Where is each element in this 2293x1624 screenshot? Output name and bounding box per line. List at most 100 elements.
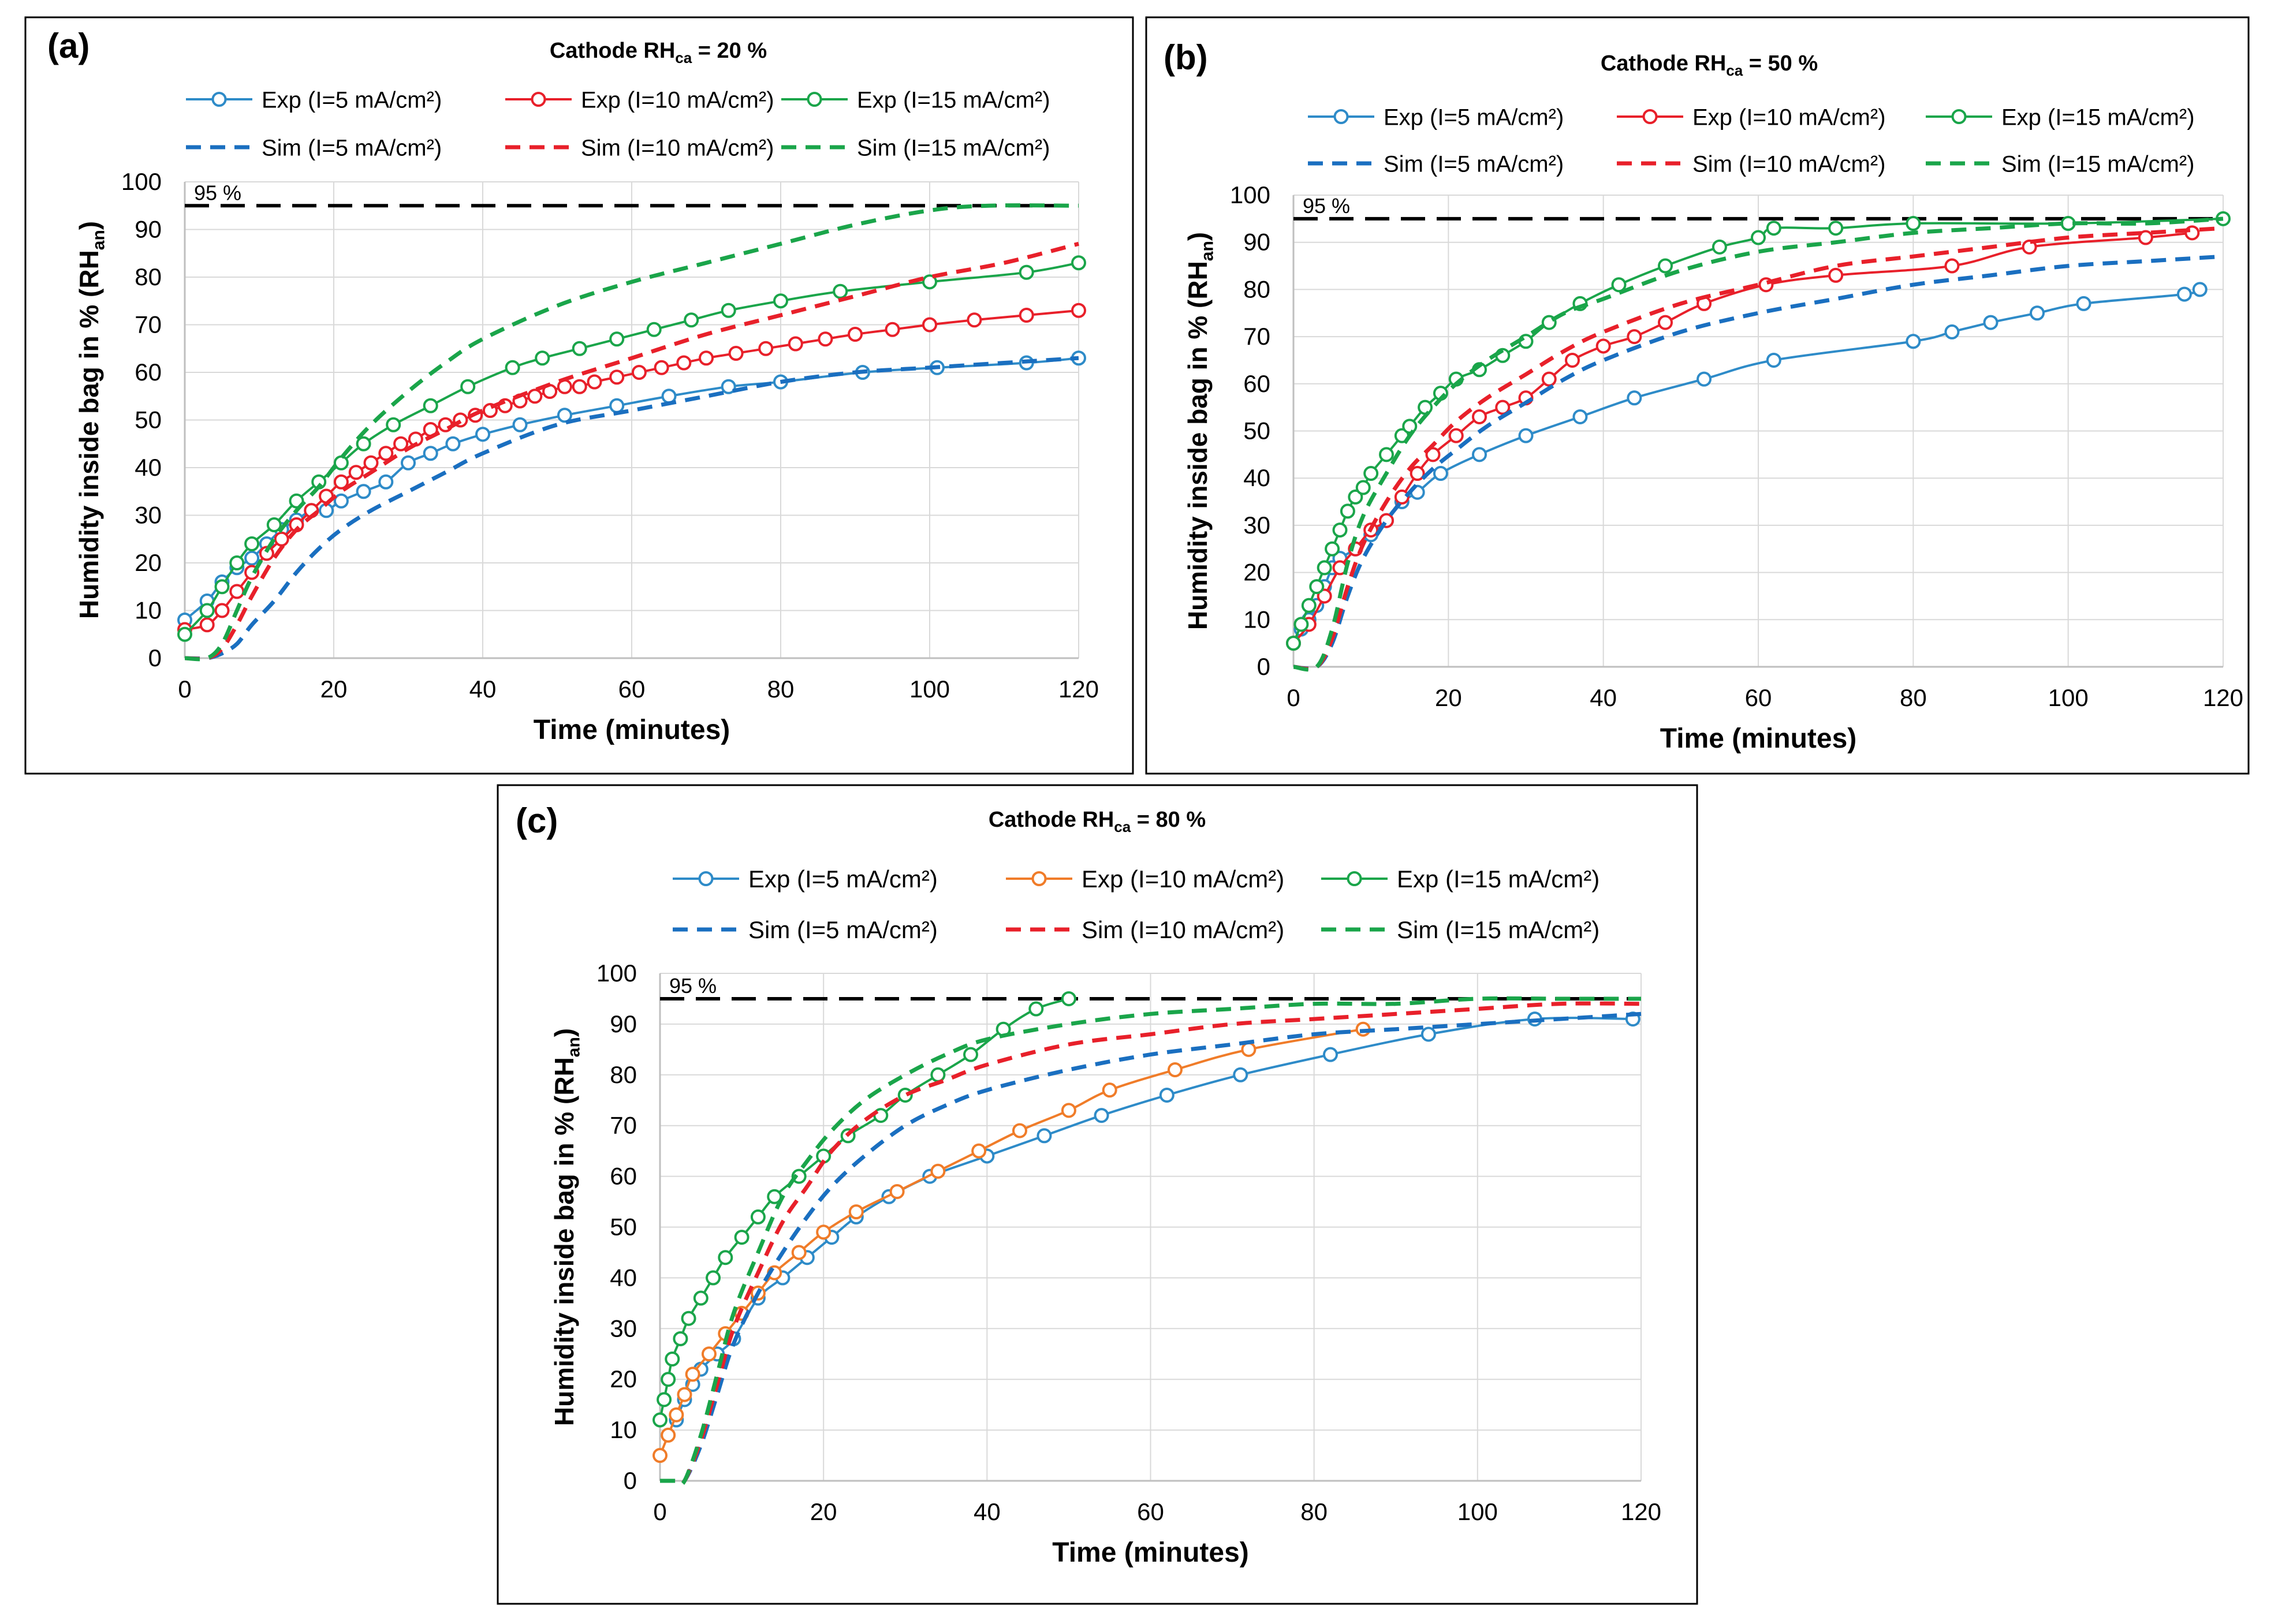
x-tick-label: 120 [2203, 684, 2243, 711]
x-axis-label: Time (minutes) [534, 715, 730, 745]
y-tick-label: 0 [1257, 653, 1270, 680]
data-point [229, 555, 245, 570]
chart-title-subscript: ca [1726, 62, 1743, 79]
data-point [967, 312, 982, 328]
y-tick-label: 60 [610, 1163, 637, 1190]
data-point [661, 1372, 676, 1387]
data-point [475, 427, 490, 442]
y-axis-label-part: Humidity inside bag in % (RH [74, 250, 104, 619]
data-point [199, 617, 215, 633]
data-point [791, 1168, 807, 1184]
y-tick-label: 80 [1243, 275, 1270, 303]
data-point [527, 389, 543, 404]
data-point [1766, 352, 1781, 368]
legend: Exp (I=5 mA/cm²) Exp (I=10 mA/cm²) Exp (I=… [186, 87, 1050, 160]
data-point [1697, 371, 1712, 387]
data-point [1906, 334, 1921, 349]
data-point [1418, 400, 1433, 415]
series-exp-3 [177, 255, 1086, 642]
y-axis-label-part: Humidity inside bag in % (RH [1183, 261, 1213, 630]
chart-panel-2: (b) Cathode RHca = 50 % 0 20 40 60 80 100 120 0 10… [1145, 16, 2250, 775]
x-tick-label: 60 [618, 675, 646, 703]
data-point [2138, 230, 2153, 245]
y-tick-label: 70 [1243, 323, 1270, 350]
series-exp-3 [1286, 211, 2231, 651]
data-point [1355, 480, 1371, 495]
data-point [673, 1331, 688, 1346]
data-point [445, 436, 461, 451]
series-line [659, 996, 1641, 1487]
legend-label: Exp (I=15 mA/cm²) [1397, 865, 1599, 893]
data-point [423, 446, 438, 461]
data-point [1019, 308, 1034, 323]
legend-swatch-marker [1951, 109, 1967, 124]
chart-title-part: = 80 % [1131, 808, 1206, 832]
series-sim-2 [1293, 226, 2224, 671]
y-tick-label: 90 [1243, 229, 1270, 256]
y-tick-label: 30 [135, 502, 162, 529]
data-point [1712, 239, 1727, 255]
data-point [609, 331, 625, 347]
legend-swatch-marker [1347, 871, 1362, 886]
y-tick-label: 30 [610, 1315, 637, 1342]
y-tick-label: 50 [610, 1214, 637, 1241]
legend-item: Sim (I=10 mA/cm²) [1617, 151, 1885, 177]
series-line [184, 241, 1079, 661]
data-point [646, 322, 662, 337]
y-tick-label: 20 [1243, 559, 1270, 586]
legend-item: Sim (I=10 mA/cm²) [505, 135, 774, 160]
data-point [1828, 221, 1844, 236]
x-axis-label: Time (minutes) [1052, 1537, 1249, 1568]
data-point [378, 474, 394, 490]
panel-frame [1145, 16, 2250, 775]
legend-item: Sim (I=15 mA/cm²) [781, 135, 1050, 160]
series-line [1292, 217, 2224, 644]
data-point [1394, 489, 1410, 505]
data-point [701, 1346, 717, 1362]
data-point [363, 455, 379, 471]
data-point [1595, 338, 1611, 354]
series-sim-1 [184, 356, 1079, 661]
data-point [1433, 466, 1448, 481]
legend-item: Exp (I=5 mA/cm²) [186, 87, 442, 113]
y-axis-label-subscript: an [90, 230, 109, 250]
x-tick-label: 120 [1058, 675, 1099, 703]
data-point [1448, 428, 1464, 443]
legend-item: Exp (I=15 mA/cm²) [1321, 865, 1599, 893]
panel-label: (a) [47, 27, 90, 65]
legend-label: Exp (I=15 mA/cm²) [2001, 104, 2195, 130]
series-sim-2 [184, 241, 1079, 661]
data-point [681, 1311, 696, 1326]
data-point [758, 341, 774, 356]
y-tick-label: 90 [135, 216, 162, 243]
data-point [1472, 409, 1487, 424]
legend-swatch-marker [531, 92, 546, 107]
y-tick-label: 80 [135, 263, 162, 290]
legend: Exp (I=5 mA/cm²) Exp (I=10 mA/cm²) Exp (I=… [673, 865, 1599, 943]
data-point [572, 341, 587, 356]
legend-item: Exp (I=10 mA/cm²) [1617, 104, 1886, 130]
y-tick-label: 0 [624, 1467, 637, 1494]
series-sim-3 [184, 203, 1079, 662]
data-point [721, 379, 736, 394]
legend-item: Sim (I=5 mA/cm²) [673, 916, 938, 943]
data-point [1293, 617, 1309, 632]
chart-title-subscript: ca [675, 49, 692, 66]
data-point [1233, 1067, 1248, 1082]
data-point [333, 493, 349, 509]
legend-label: Sim (I=5 mA/cm²) [262, 135, 442, 160]
x-tick-label: 80 [1900, 684, 1927, 711]
data-point [1627, 329, 1642, 345]
data-point [333, 455, 349, 471]
y-tick-label: 20 [610, 1365, 637, 1392]
data-point [1325, 541, 1340, 557]
legend-item: Exp (I=15 mA/cm²) [781, 87, 1050, 113]
data-point [2022, 239, 2037, 255]
data-point [1402, 419, 1418, 434]
data-point [214, 579, 230, 595]
legend-item: Sim (I=15 mA/cm²) [1321, 916, 1599, 943]
x-tick-label: 100 [1457, 1498, 1498, 1525]
data-point [1012, 1123, 1027, 1138]
data-point [1420, 1026, 1436, 1042]
